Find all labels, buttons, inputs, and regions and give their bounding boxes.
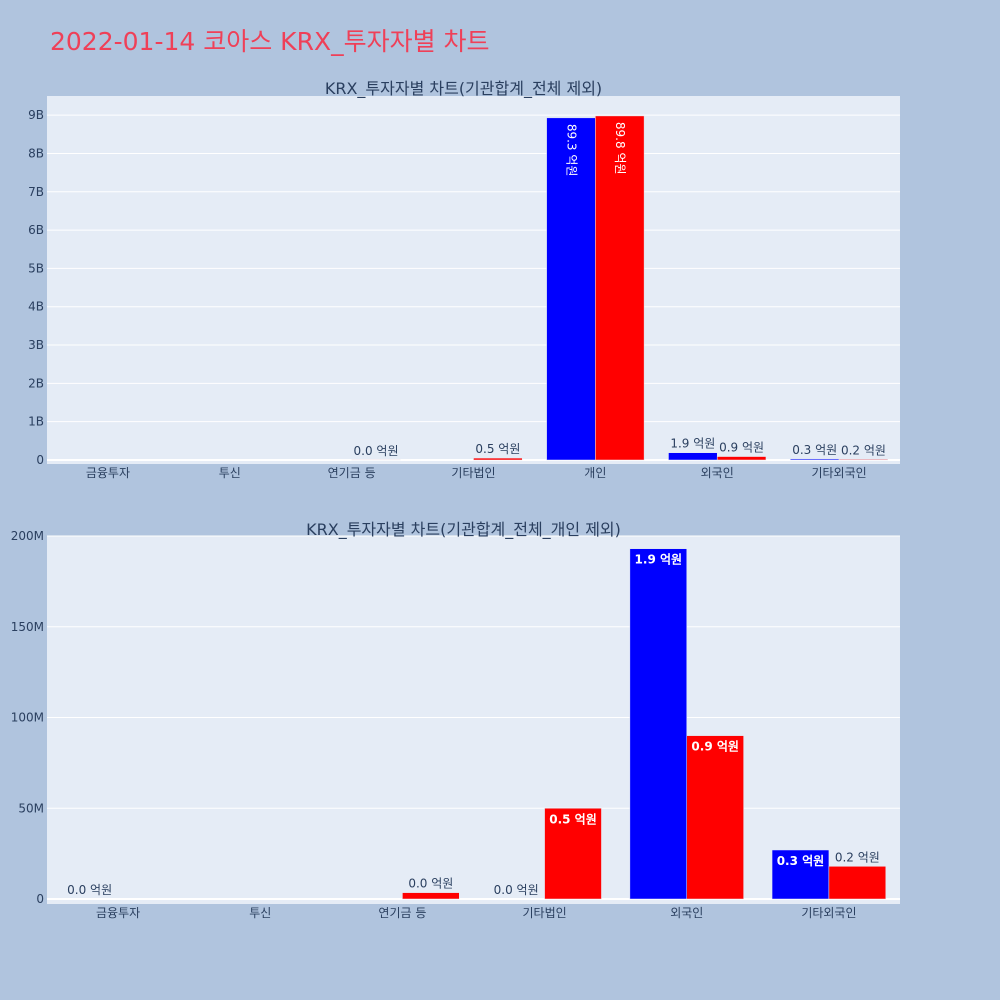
data-label: 0.5 억원: [549, 812, 597, 826]
x-tick-label: 연기금 등: [378, 906, 426, 920]
data-label: 0.2 억원: [835, 850, 880, 864]
bar: [402, 892, 460, 900]
x-tick-label: 연기금 등: [328, 466, 376, 480]
y-tick-label: 2B: [28, 376, 44, 390]
data-label: 0.2 억원: [841, 443, 886, 457]
data-label: 0.0 억원: [354, 444, 399, 458]
y-tick-label: 5B: [28, 261, 44, 275]
x-tick-label: 기타법인: [522, 906, 566, 920]
data-label: 0.3 억원: [792, 443, 837, 457]
plot-area: [47, 96, 900, 464]
bar: [790, 458, 840, 461]
y-tick-label: 4B: [28, 300, 44, 314]
y-tick-label: 3B: [28, 338, 44, 352]
bar: [838, 459, 889, 461]
data-label: 0.3 억원: [777, 854, 825, 868]
y-tick-label: 100M: [11, 711, 44, 725]
data-label: 1.9 억원: [670, 437, 715, 451]
y-tick-label: 8B: [28, 146, 44, 160]
data-label: 1.9 억원: [635, 553, 683, 567]
data-label: 0.0 억원: [67, 883, 112, 897]
x-tick-label: 기타외국인: [811, 466, 866, 480]
x-tick-label: 금융투자: [86, 466, 130, 480]
bar: [546, 117, 596, 461]
plot-area: [47, 536, 900, 904]
data-label: 0.9 억원: [719, 441, 764, 455]
bar: [771, 849, 830, 900]
bar: [629, 548, 688, 900]
y-tick-label: 200M: [11, 529, 44, 543]
data-label: 89.3 억원: [564, 124, 578, 177]
data-label: 0.5 억원: [475, 442, 520, 456]
data-label: 89.8 억원: [613, 122, 627, 175]
y-tick-label: 6B: [28, 223, 44, 237]
x-tick-label: 외국인: [701, 466, 734, 480]
chart-title: KRX_투자자별 차트(기관합계_전체 제외): [325, 79, 602, 99]
x-tick-label: 기타법인: [451, 466, 495, 480]
x-tick-label: 외국인: [670, 906, 703, 920]
x-tick-label: 기타외국인: [801, 906, 856, 920]
bar: [716, 456, 767, 461]
bar: [544, 808, 602, 900]
data-label: 0.0 억원: [494, 883, 539, 897]
x-tick-label: 개인: [584, 466, 606, 480]
y-tick-label: 0: [36, 892, 44, 906]
chart-2: 0 50M 100M 150M 200M KRX_투자자별 차트(기관합계_전체_개인 제…: [11, 520, 900, 920]
y-tick-label: 7B: [28, 185, 44, 199]
bar: [473, 457, 523, 461]
x-tick-label: 금융투자: [96, 906, 140, 920]
x-tick-label: 투신: [249, 906, 271, 920]
x-tick-label: 투신: [219, 466, 241, 480]
bar: [595, 115, 645, 461]
bar: [668, 452, 718, 461]
data-label: 0.9 억원: [691, 740, 739, 754]
y-tick-label: 1B: [28, 415, 44, 429]
data-label: 0.0 억원: [408, 877, 453, 891]
y-tick-label: 50M: [18, 801, 44, 815]
y-tick-label: 150M: [11, 620, 44, 634]
bar: [686, 735, 744, 900]
y-tick-label: 9B: [28, 108, 44, 122]
page-title: 2022-01-14 코아스 KRX_투자자별 차트: [50, 27, 490, 56]
y-tick-label: 0: [36, 453, 44, 467]
chart-title: KRX_투자자별 차트(기관합계_전체_개인 제외): [306, 520, 621, 540]
bar: [828, 866, 887, 900]
chart-1: 0 1B 2B 3B 4B 5B 6B 7B 8B 9B KRX_투자자별 차트(기관합계_전체 제…: [28, 79, 900, 480]
